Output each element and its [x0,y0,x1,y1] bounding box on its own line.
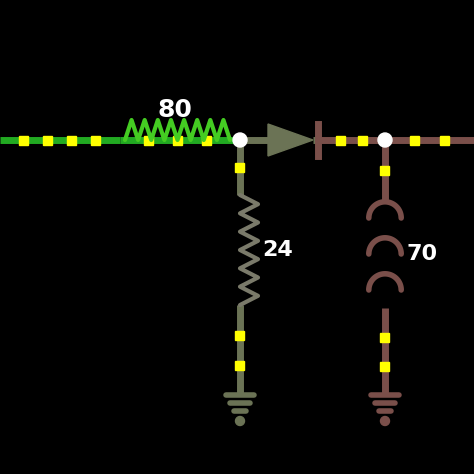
Circle shape [233,133,247,147]
Bar [336,136,345,145]
Bar [381,332,390,341]
Text: 70: 70 [407,244,438,264]
Bar [381,362,390,371]
Bar [91,136,100,145]
Bar [358,136,367,145]
Circle shape [236,417,245,426]
Bar [381,165,390,174]
Text: 80: 80 [157,98,192,122]
Bar [236,330,245,339]
Bar [202,136,211,145]
Bar [236,361,245,370]
Circle shape [381,417,390,426]
Bar [44,136,53,145]
Bar [144,136,153,145]
Bar [19,136,28,145]
Bar [67,136,76,145]
Bar [440,136,449,145]
Circle shape [378,133,392,147]
Bar [173,136,182,145]
Polygon shape [268,124,313,156]
Text: 24: 24 [262,240,293,260]
Bar [410,136,419,145]
Bar [236,163,245,172]
